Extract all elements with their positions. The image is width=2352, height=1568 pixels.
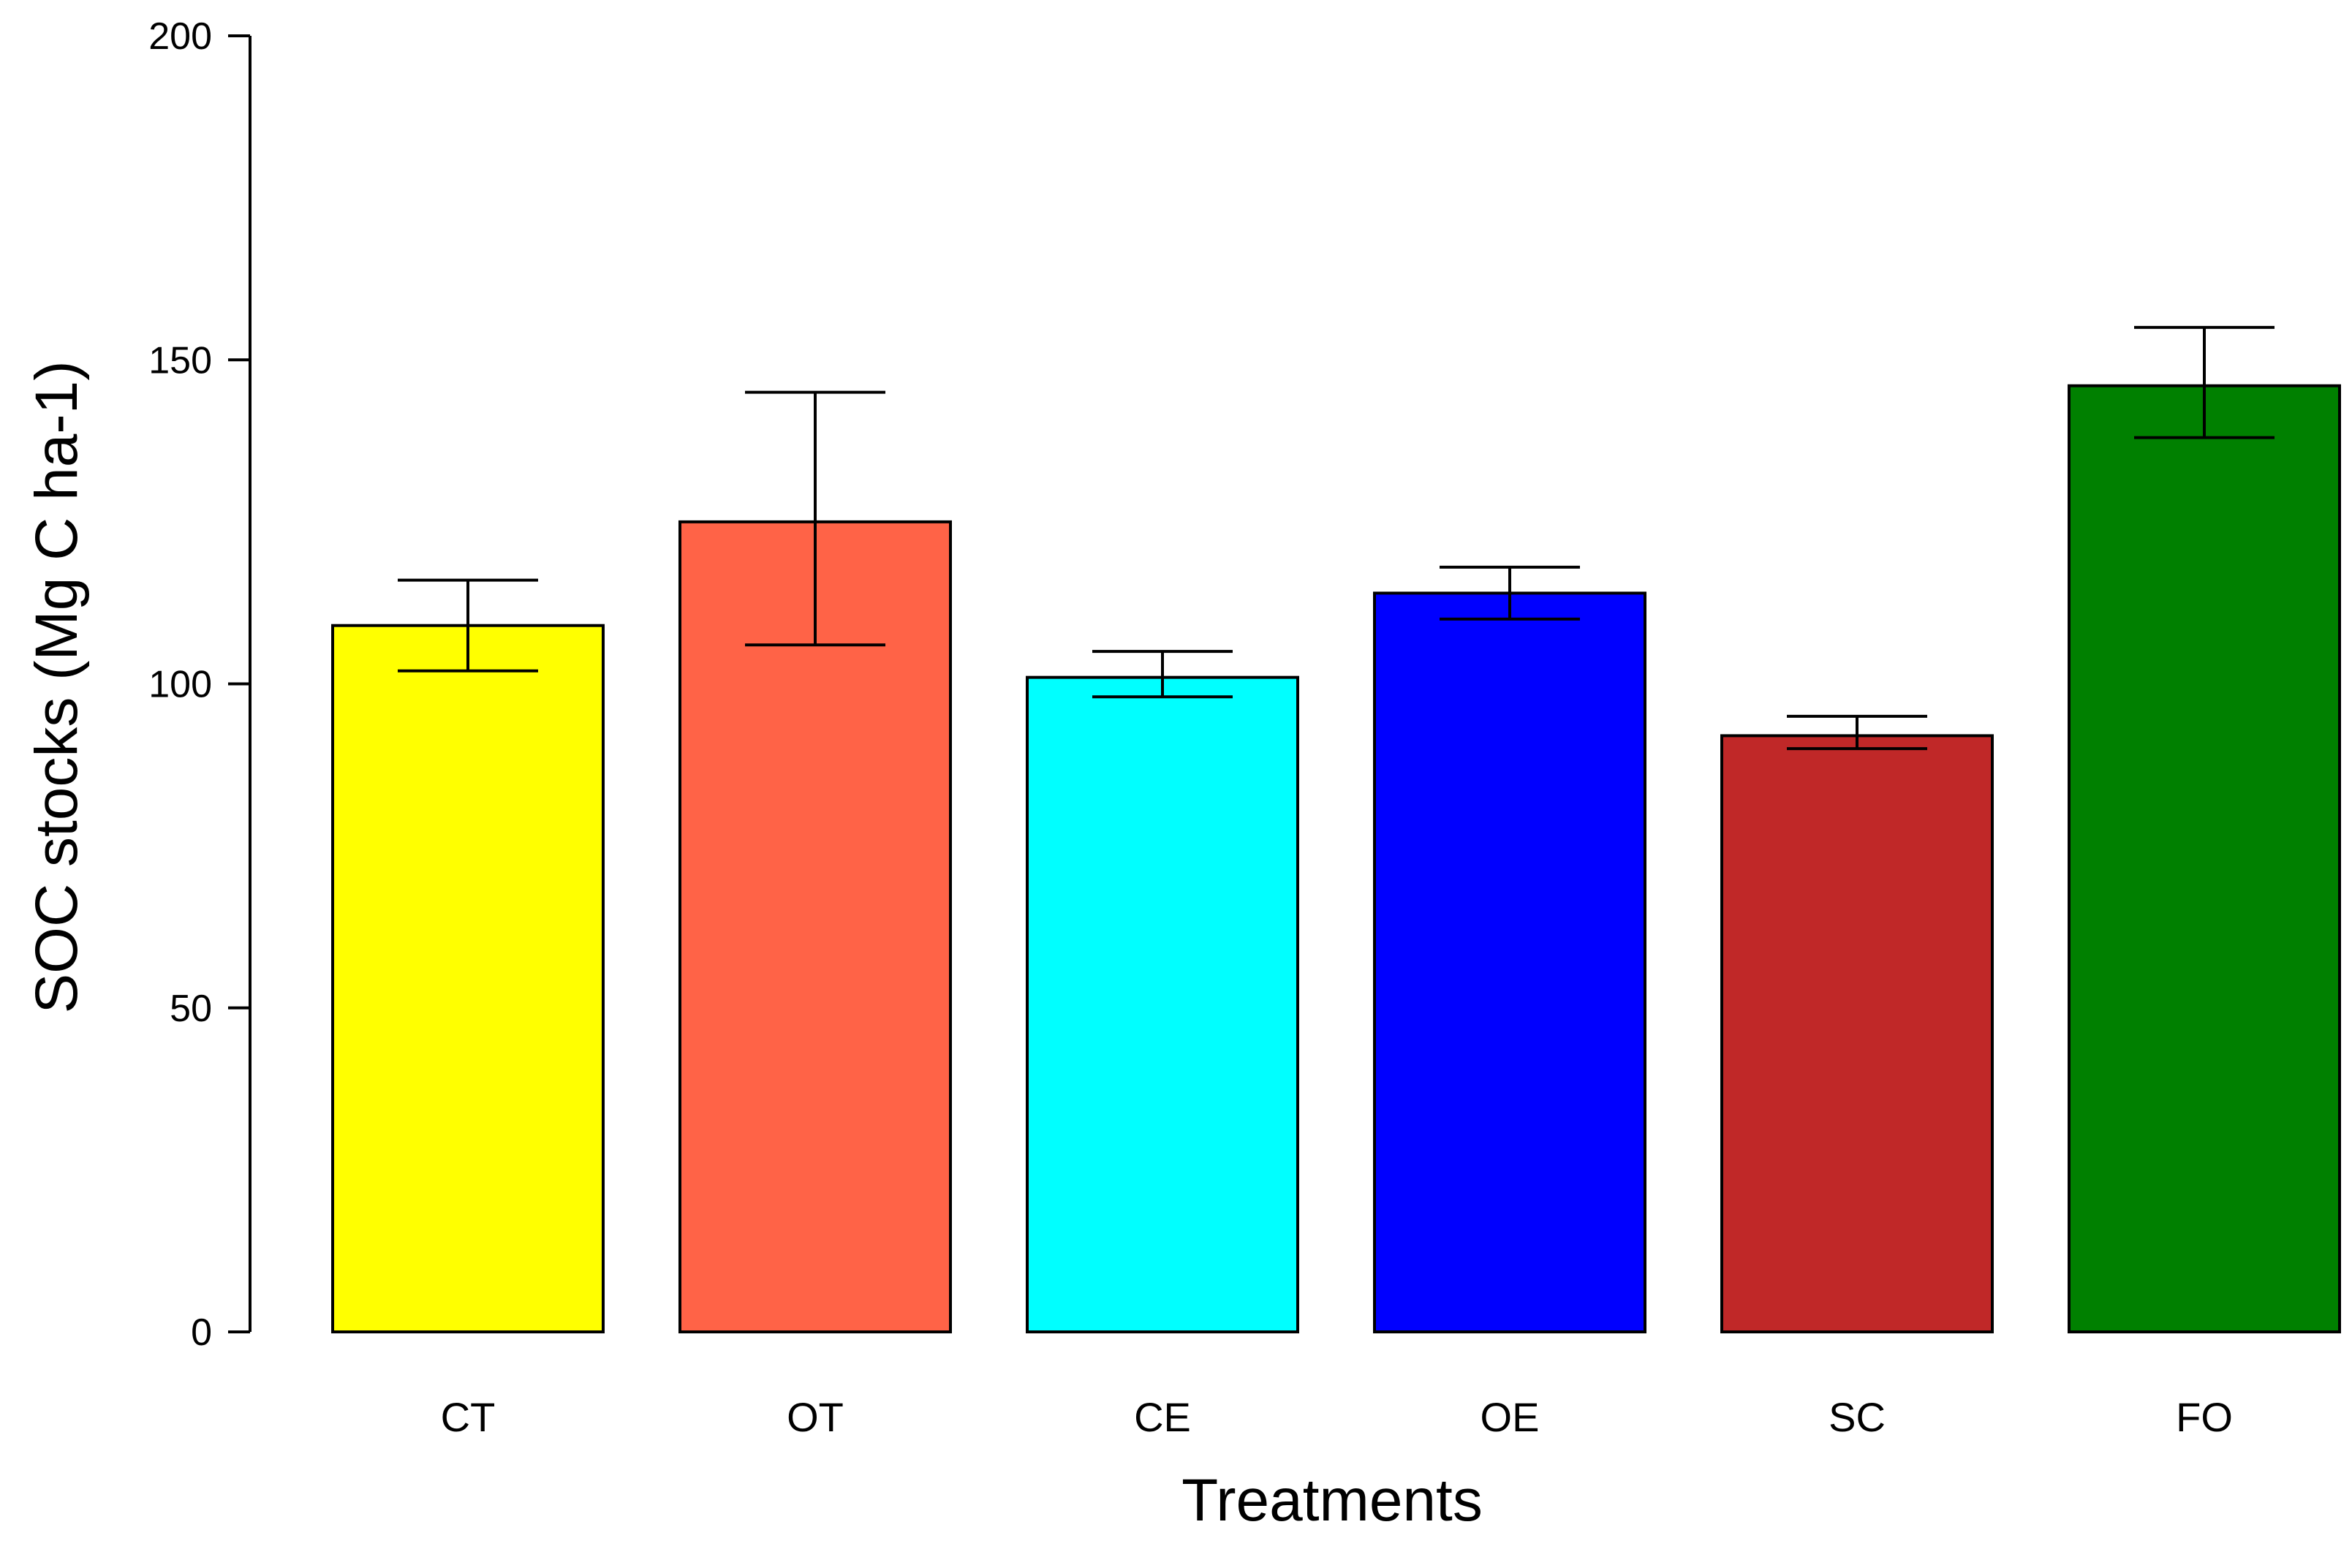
y-tick-label-0: 0 [191, 1311, 212, 1354]
y-axis: 0 50 100 150 200 [148, 15, 252, 1354]
error-bar-ot [745, 390, 885, 647]
x-tick-label-fo: FO [2176, 1394, 2233, 1440]
bar-ot [678, 520, 952, 1333]
bar-fo [2068, 384, 2341, 1334]
x-tick-label-ct: CT [441, 1394, 496, 1440]
error-bars-group [398, 325, 2275, 751]
x-axis-labels: CT OT CE OE SC FO [441, 1394, 2233, 1440]
y-axis-title: SOC stocks (Mg C ha-1) [23, 360, 90, 1013]
error-bar-fo [2134, 325, 2275, 439]
y-tick-label-50: 50 [170, 988, 212, 1030]
x-axis-title: Treatments [1181, 1467, 1483, 1534]
bar-ce [1026, 675, 1299, 1333]
y-tick-label-150: 150 [148, 339, 212, 382]
bar-oe [1373, 591, 1646, 1333]
x-tick-label-oe: OE [1481, 1394, 1540, 1440]
bars-group [331, 384, 2341, 1334]
x-tick-label-ce: CE [1134, 1394, 1191, 1440]
x-tick-label-sc: SC [1829, 1394, 1886, 1440]
bar-ct [331, 624, 605, 1333]
error-bar-sc [1787, 714, 1927, 751]
error-bar-ce [1092, 650, 1233, 699]
error-bar-oe [1440, 565, 1580, 621]
bar-sc [1720, 734, 1994, 1333]
y-tick-label-200: 200 [148, 15, 212, 58]
y-tick-label-100: 100 [148, 664, 212, 706]
error-bar-ct [398, 578, 538, 673]
x-tick-label-ot: OT [787, 1394, 844, 1440]
